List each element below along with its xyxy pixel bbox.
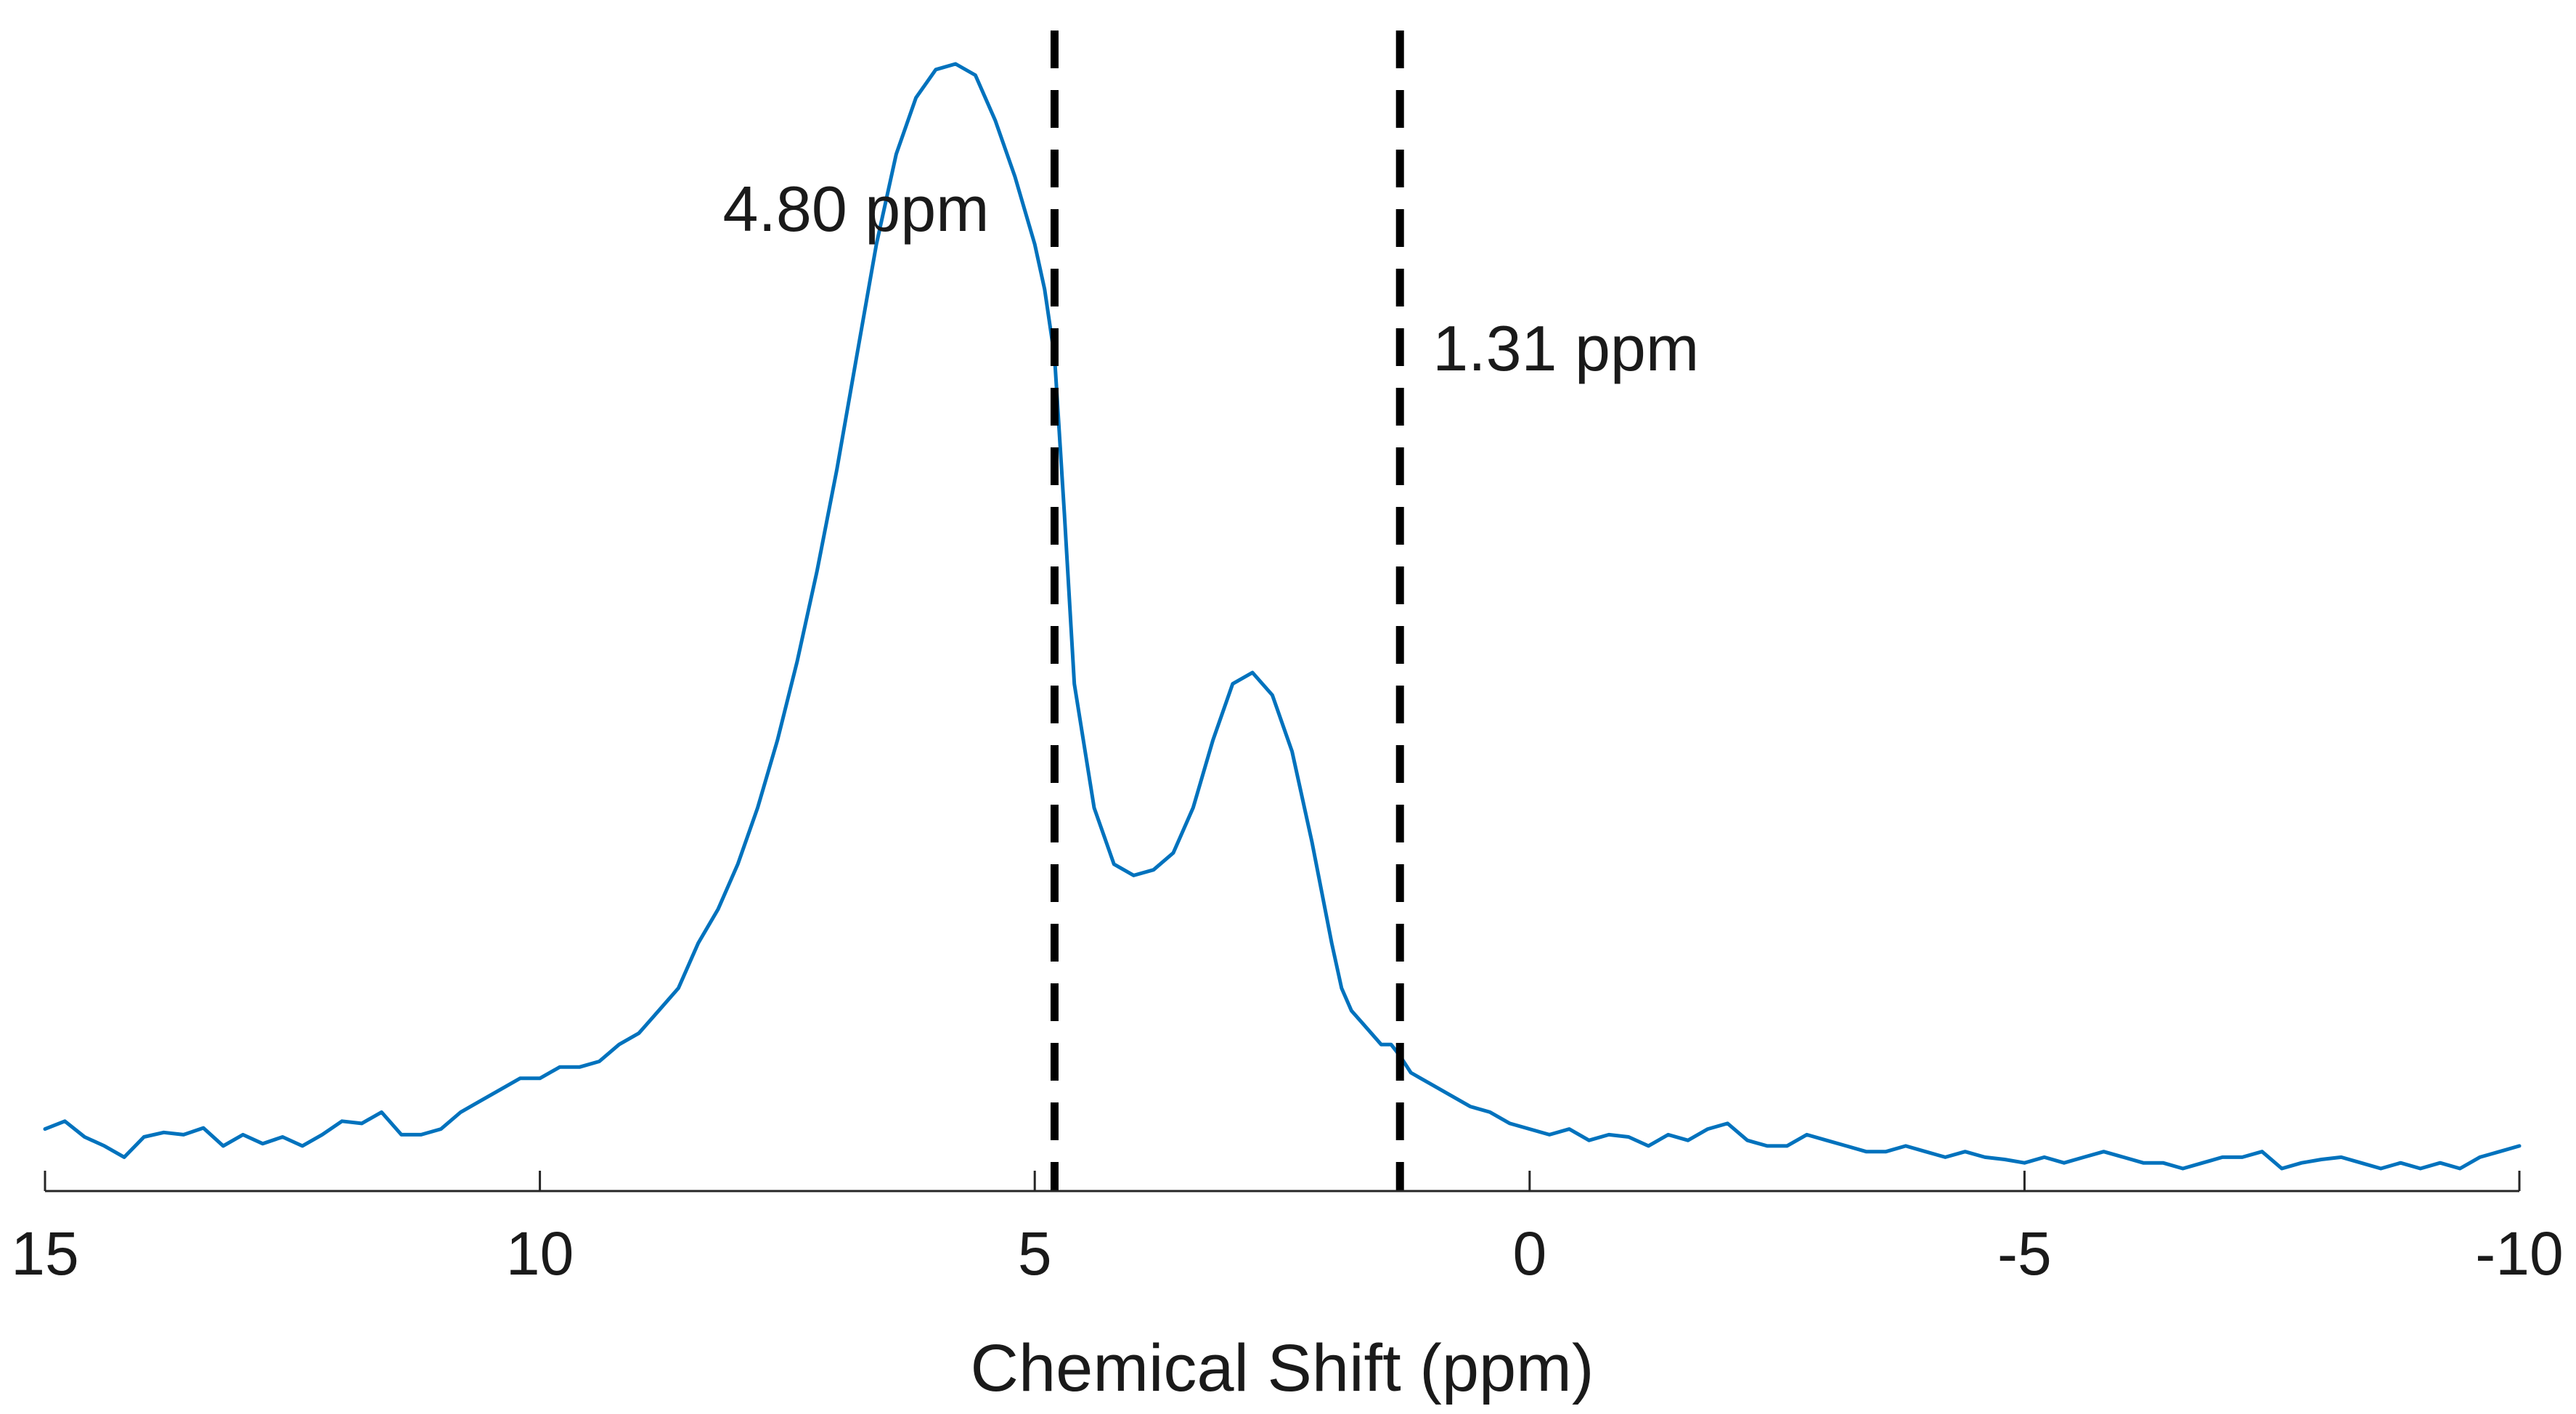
x-tick-label: 0 xyxy=(1512,1219,1546,1288)
plot-area: 4.80 ppm 1.31 ppm xyxy=(43,31,2522,1191)
spectrum-series-line xyxy=(43,62,2522,1171)
x-tick-label: -10 xyxy=(2475,1219,2563,1288)
marker-label: 1.31 ppm xyxy=(1432,312,1699,384)
x-tick-label: 15 xyxy=(11,1219,78,1288)
x-tick-label: 10 xyxy=(506,1219,574,1288)
marker-label: 4.80 ppm xyxy=(723,173,990,245)
x-axis-label: Chemical Shift (ppm) xyxy=(971,1331,1594,1405)
x-axis: 15 10 5 0 -5 -10 Chemical Shift (ppm) xyxy=(11,1171,2564,1405)
x-tick-label: 5 xyxy=(1018,1219,1052,1288)
marker-lines xyxy=(1050,31,1404,1191)
x-ticks: 15 10 5 0 -5 -10 xyxy=(11,1171,2564,1288)
marker-labels: 4.80 ppm 1.31 ppm xyxy=(723,173,1700,384)
x-tick-label: -5 xyxy=(1997,1219,2052,1288)
